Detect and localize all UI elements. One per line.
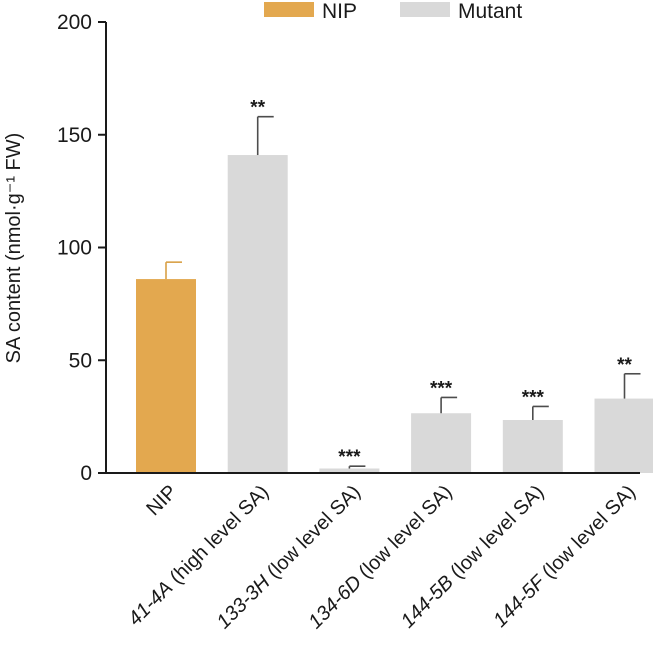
y-tick-label: 100 xyxy=(57,237,92,260)
legend-label: Mutant xyxy=(458,0,522,23)
bar xyxy=(319,468,380,473)
legend-swatch xyxy=(400,2,450,17)
y-tick-label: 50 xyxy=(69,349,92,372)
bar xyxy=(227,155,288,474)
bars: ******** ***** xyxy=(136,98,653,474)
significance-label: ** xyxy=(617,355,632,376)
significance-label: *** xyxy=(338,447,361,468)
legend-swatch xyxy=(264,2,314,17)
bar xyxy=(502,420,563,473)
y-tick-label: 200 xyxy=(57,11,92,34)
bar xyxy=(594,398,653,473)
bar xyxy=(136,279,196,473)
significance-label: *** xyxy=(522,387,545,408)
y-tick-label: 150 xyxy=(57,124,92,147)
y-axis-label: SA content (nmol·g⁻¹ FW) xyxy=(3,133,25,364)
legend: NIP Mutant xyxy=(264,0,522,23)
y-tick-label: 0 xyxy=(80,462,92,485)
significance-label: *** xyxy=(430,378,453,399)
legend-label: NIP xyxy=(322,0,357,23)
significance-label: ** xyxy=(250,98,265,119)
y-axis: 0 50 100 150 200 xyxy=(57,11,107,485)
x-tick-label: NIP xyxy=(142,481,181,520)
bar xyxy=(411,413,472,473)
